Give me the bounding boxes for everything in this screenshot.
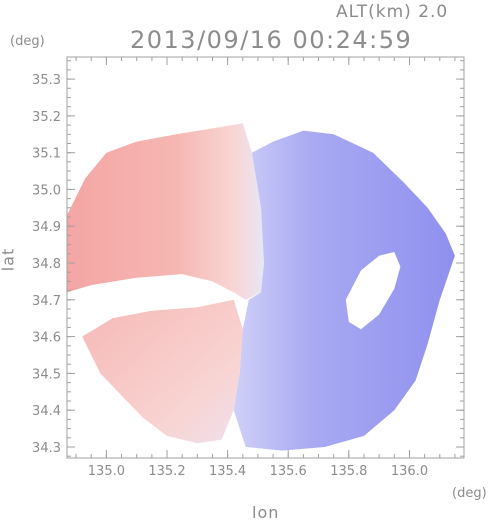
x-axis-title: lon xyxy=(252,503,280,521)
x-tick-labels: 135.0 135.2 135.4 135.6 135.8 136.0 xyxy=(88,464,428,479)
x-tick-label: 135.2 xyxy=(148,464,185,479)
y-tick-label: 34.7 xyxy=(32,294,61,309)
y-tick-label: 34.3 xyxy=(32,441,61,456)
away-velocity-region-west xyxy=(67,123,264,300)
no-data-gap-region xyxy=(345,252,401,330)
y-axis-unit: (deg) xyxy=(10,34,45,49)
x-tick-label: 135.8 xyxy=(330,464,367,479)
y-tick-label: 34.8 xyxy=(32,257,61,272)
y-tick-label: 35.2 xyxy=(32,110,61,125)
x-tick-label: 135.6 xyxy=(270,464,307,479)
x-axis-unit: (deg) xyxy=(452,486,487,501)
y-tick-labels: 34.3 34.4 34.5 34.6 34.7 34.8 34.9 35.0 35.1 35.2… xyxy=(32,73,61,456)
y-tick-label: 34.6 xyxy=(32,331,61,346)
axis-ticks xyxy=(67,57,464,458)
y-tick-label: 35.1 xyxy=(32,147,61,162)
y-tick-label: 35.0 xyxy=(32,183,61,198)
y-tick-label: 35.3 xyxy=(32,73,61,88)
chart-timestamp: 2013/09/16 00:24:59 xyxy=(130,26,413,54)
toward-velocity-region-east xyxy=(233,130,455,451)
x-tick-label: 135.4 xyxy=(209,464,246,479)
plot-frame xyxy=(66,56,465,459)
x-tick-label: 135.0 xyxy=(88,464,125,479)
y-tick-label: 34.5 xyxy=(32,367,61,382)
y-tick-label: 34.4 xyxy=(32,404,61,419)
y-tick-label: 34.9 xyxy=(32,220,61,235)
away-velocity-region-southwest xyxy=(82,299,243,444)
altitude-label: ALT(km) 2.0 xyxy=(336,2,449,22)
plot-area xyxy=(67,123,455,451)
x-tick-label: 136.0 xyxy=(391,464,428,479)
